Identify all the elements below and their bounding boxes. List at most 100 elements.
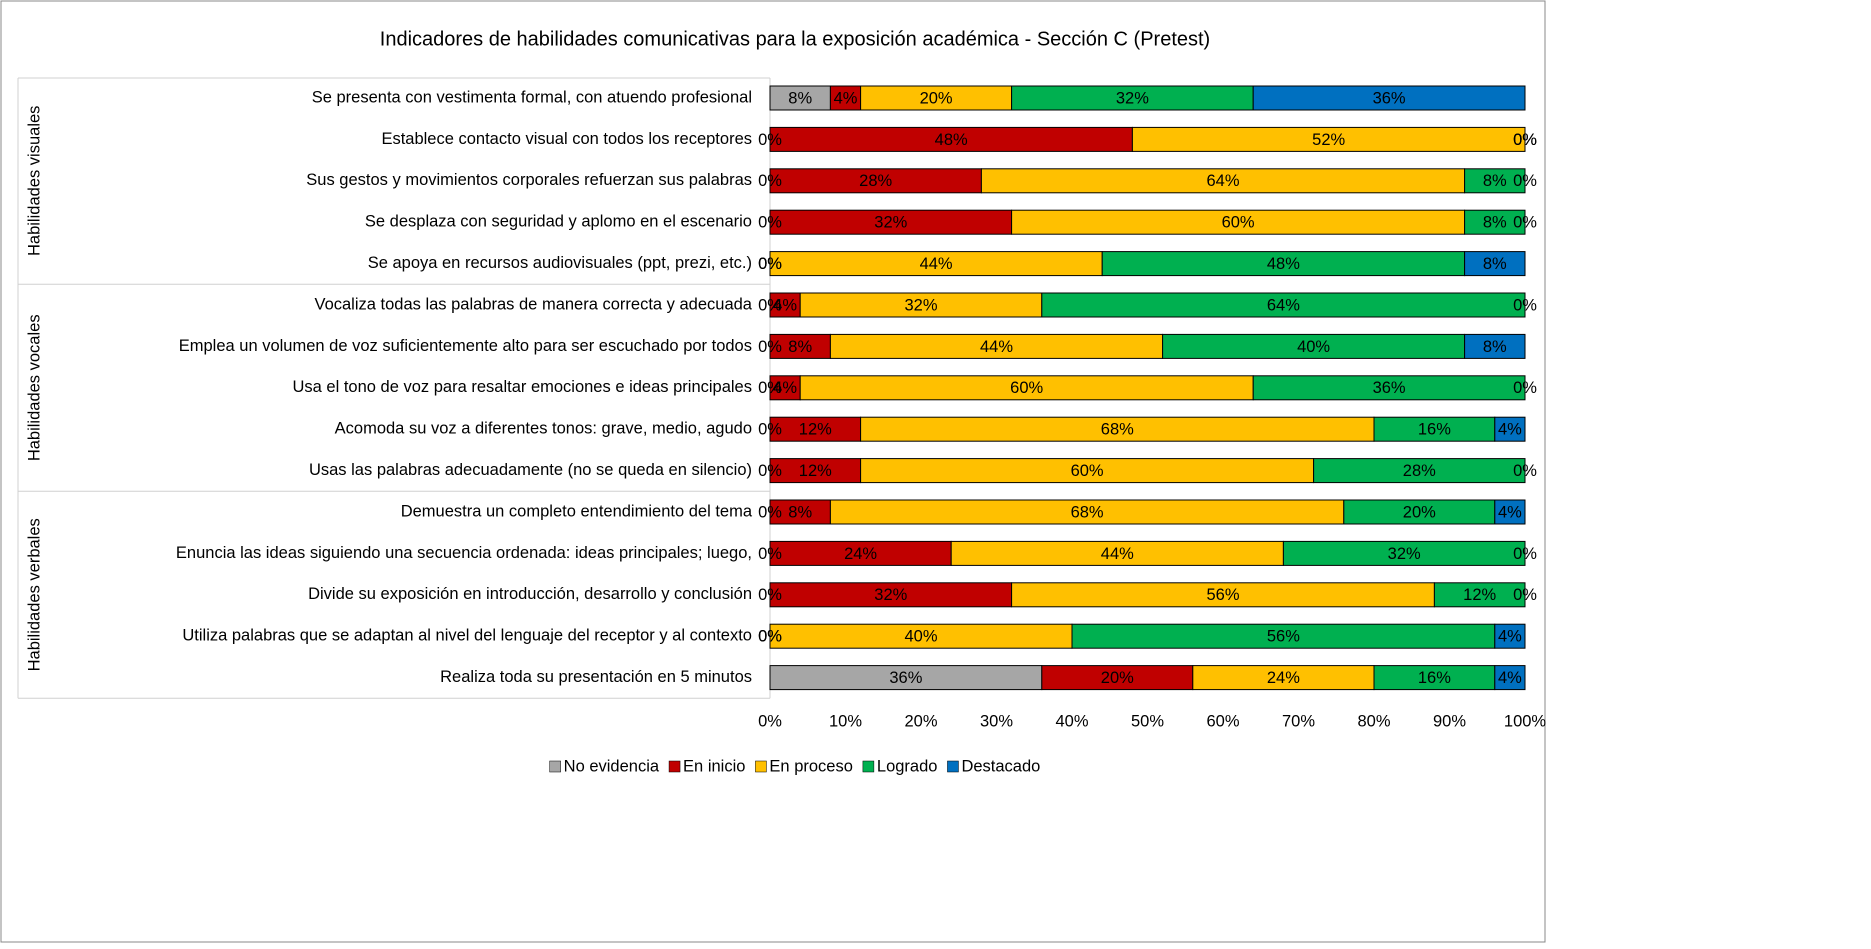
bar-segment <box>1071 623 1496 649</box>
data-label: 40% <box>1297 338 1330 356</box>
data-label: 0% <box>758 586 782 604</box>
bar-segment <box>1464 333 1526 359</box>
data-label: 20% <box>1403 503 1436 521</box>
bar-segment <box>769 623 1073 649</box>
x-tick-label: 10% <box>829 712 862 730</box>
data-label: 4% <box>834 89 858 107</box>
data-label: 24% <box>844 545 877 563</box>
data-label: 16% <box>1418 421 1451 439</box>
data-label: 0% <box>1513 131 1537 149</box>
data-label: 0% <box>1513 214 1537 232</box>
data-label: 0% <box>1513 131 1537 149</box>
data-label: 4% <box>1498 503 1522 521</box>
data-label: 60% <box>1010 379 1043 397</box>
data-label: 0% <box>758 379 782 397</box>
category-label: Sus gestos y movimientos corporales refu… <box>306 171 752 189</box>
x-tick-label: 20% <box>904 712 937 730</box>
category-label: Usas las palabras adecuadamente (no se q… <box>309 461 752 479</box>
legend-label: En inicio <box>683 757 745 775</box>
data-label: 32% <box>874 214 907 232</box>
category-label: Demuestra un completo entendimiento del … <box>401 502 753 520</box>
chart-title: Indicadores de habilidades comunicativas… <box>380 28 1210 50</box>
data-label: 8% <box>1483 255 1507 273</box>
data-label: 0% <box>758 628 782 646</box>
data-label: 60% <box>1222 214 1255 232</box>
category-label: Emplea un volumen de voz suficientemente… <box>179 337 752 355</box>
x-tick-label: 0% <box>758 712 782 730</box>
category-label: Realiza toda su presentación en 5 minuto… <box>440 668 752 686</box>
bar-segment <box>1464 168 1526 194</box>
data-label: 0% <box>758 214 782 232</box>
bar-segment <box>769 499 831 525</box>
bar-segment <box>1011 582 1435 608</box>
category-label: Se apoya en recursos audiovisuales (ppt,… <box>368 254 752 272</box>
data-label: 56% <box>1206 586 1239 604</box>
data-label: 0% <box>1513 296 1537 314</box>
bar-segment <box>860 85 1013 111</box>
bar-segment <box>799 292 1043 318</box>
data-label: 12% <box>1463 586 1496 604</box>
legend-label: Logrado <box>877 757 938 775</box>
x-tick-label: 50% <box>1131 712 1164 730</box>
data-label: 28% <box>1403 462 1436 480</box>
bar-segment <box>1011 85 1254 111</box>
data-label: 36% <box>889 669 922 687</box>
data-label: 4% <box>1498 628 1522 646</box>
data-label: 8% <box>1483 338 1507 356</box>
bar-segment <box>769 458 862 484</box>
data-label: 56% <box>1267 628 1300 646</box>
data-label: 68% <box>1101 421 1134 439</box>
bar-segment <box>1464 209 1526 235</box>
data-label: 28% <box>859 172 892 190</box>
data-label: 52% <box>1312 131 1345 149</box>
category-label: Vocaliza todas las palabras de manera co… <box>314 295 752 313</box>
data-label: 0% <box>758 462 782 480</box>
legend-label: En proceso <box>769 757 852 775</box>
bar-segment <box>769 665 1043 691</box>
bar-segment <box>980 168 1466 194</box>
legend-swatch <box>862 760 875 773</box>
x-tick-label: 60% <box>1206 712 1239 730</box>
bar-segment <box>1131 126 1526 152</box>
bar-segment <box>1494 416 1526 442</box>
bar-segment <box>769 126 1133 152</box>
data-label: 8% <box>1483 172 1507 190</box>
legend-swatch <box>668 760 681 773</box>
data-label: 36% <box>1373 89 1406 107</box>
bar-segment <box>1494 665 1526 691</box>
bar-segment <box>769 292 801 318</box>
bar-segment <box>769 540 952 566</box>
bar-segment <box>1313 458 1526 484</box>
data-label: 8% <box>788 89 812 107</box>
x-tick-label: 90% <box>1433 712 1466 730</box>
data-label: 36% <box>1373 379 1406 397</box>
data-label: 16% <box>1418 669 1451 687</box>
data-label: 48% <box>935 131 968 149</box>
data-label: 0% <box>758 172 782 190</box>
bar-segment <box>769 416 862 442</box>
x-tick-label: 80% <box>1357 712 1390 730</box>
data-label: 68% <box>1071 503 1104 521</box>
data-label: 0% <box>1513 172 1537 190</box>
category-label: Divide su exposición en introducción, de… <box>308 585 752 603</box>
data-label: 48% <box>1267 255 1300 273</box>
data-label: 44% <box>1101 545 1134 563</box>
category-label: Se desplaza con seguridad y aplomo en el… <box>365 213 752 231</box>
x-tick-label: 40% <box>1055 712 1088 730</box>
data-label: 4% <box>1498 421 1522 439</box>
legend-swatch <box>755 760 767 773</box>
data-label: 8% <box>1483 214 1507 232</box>
data-label: 0% <box>758 338 782 356</box>
data-label: 60% <box>1071 462 1104 480</box>
legend-label: No evidencia <box>564 757 660 775</box>
legend-swatch <box>549 760 561 773</box>
data-label: 4% <box>773 379 797 397</box>
data-label: 0% <box>758 421 782 439</box>
data-label: 12% <box>799 462 832 480</box>
bar-segment <box>769 333 831 359</box>
bar-segment <box>769 251 1103 277</box>
group-label: Habilidades visuales <box>25 106 43 256</box>
data-label: 0% <box>1513 545 1537 563</box>
data-label: 8% <box>788 338 812 356</box>
